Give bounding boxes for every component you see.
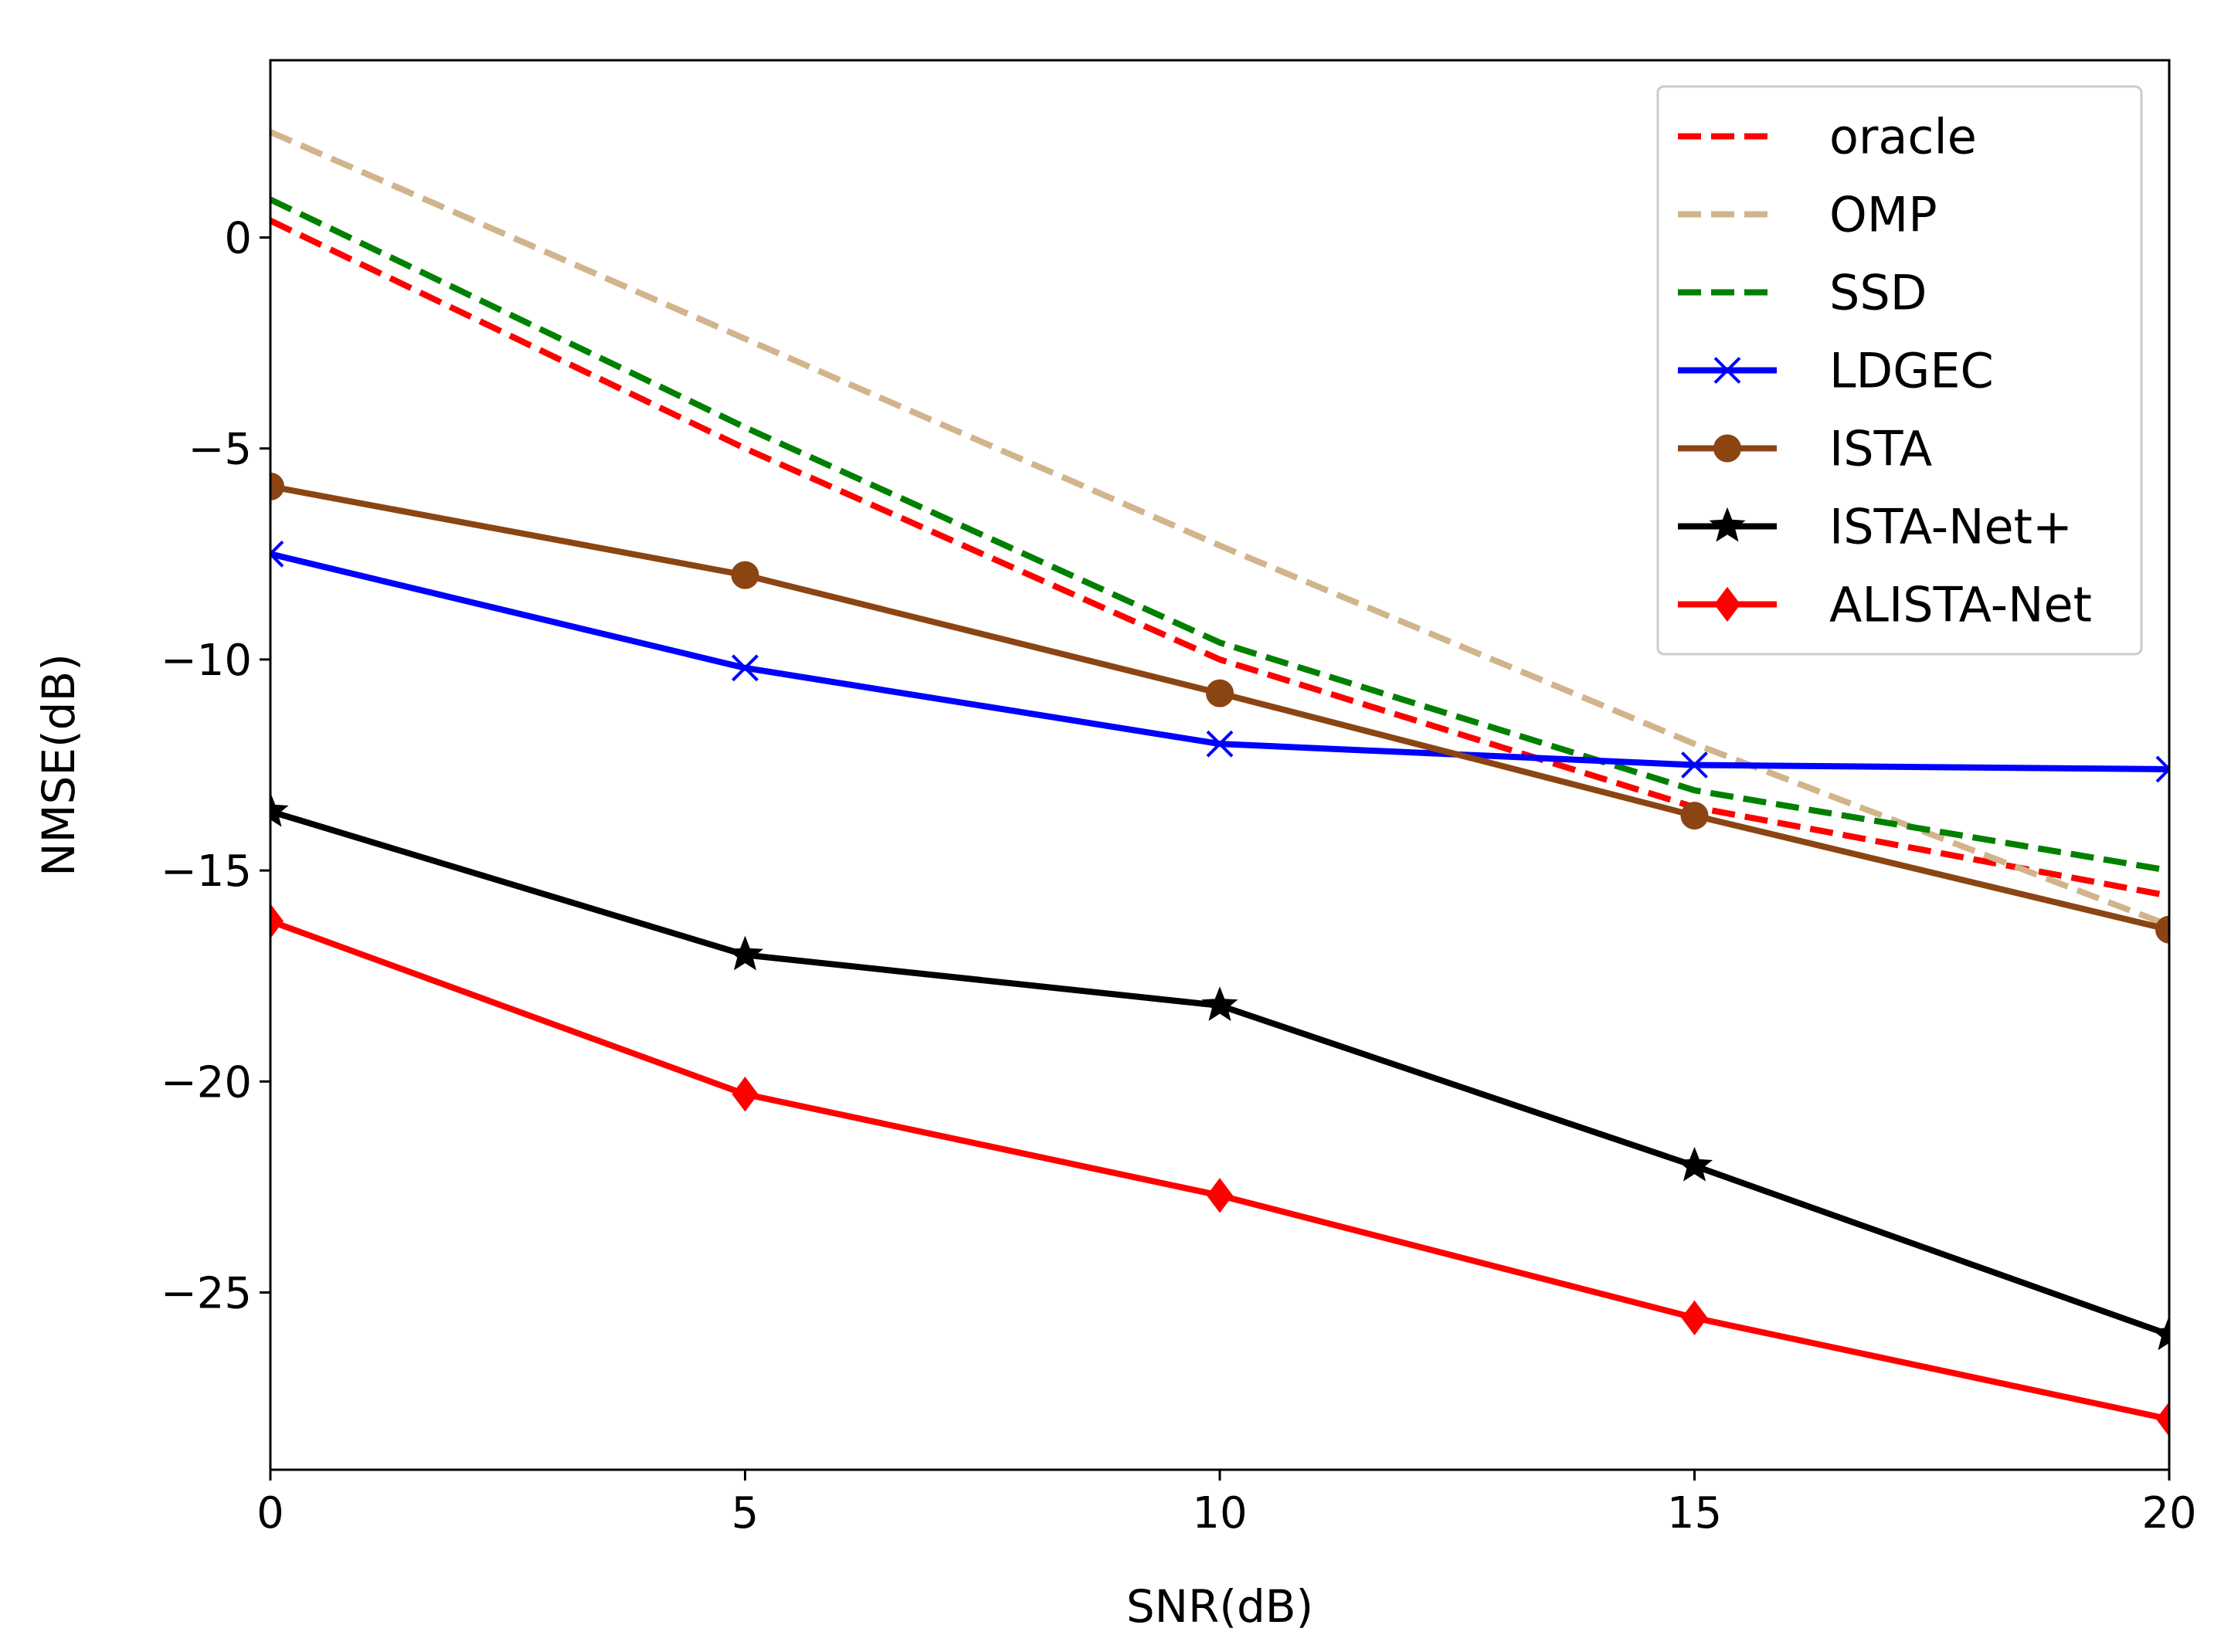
data-point-ista-net bbox=[1201, 986, 1238, 1021]
y-tick-label: −25 bbox=[161, 1269, 252, 1319]
data-point-ista-net bbox=[2151, 1315, 2169, 1351]
legend-label-ssd: SSD bbox=[1829, 265, 1927, 321]
y-tick-label: 0 bbox=[224, 213, 252, 263]
x-tick-label: 15 bbox=[1667, 1488, 1722, 1538]
legend-marker-ldgec bbox=[1713, 357, 1741, 384]
data-point-ista-net bbox=[270, 792, 289, 827]
data-point-ista bbox=[1680, 802, 1709, 830]
data-point-ldgec bbox=[732, 654, 759, 682]
data-point-ista bbox=[2155, 915, 2169, 944]
legend-label-alista-net: ALISTA-Net bbox=[1829, 577, 2092, 633]
data-point-alista-net bbox=[2156, 1401, 2169, 1437]
y-tick-label: −20 bbox=[161, 1057, 252, 1108]
legend-label-ista: ISTA bbox=[1829, 421, 1932, 477]
data-point-alista-net bbox=[1681, 1300, 1708, 1335]
data-point-ista bbox=[1206, 679, 1234, 707]
plot-area bbox=[270, 129, 2169, 1437]
data-point-ldgec bbox=[1206, 730, 1234, 758]
x-axis-label: SNR(dB) bbox=[1126, 1580, 1313, 1633]
data-point-ldgec bbox=[1681, 751, 1708, 779]
legend-marker-ista bbox=[1713, 434, 1741, 463]
series-group bbox=[270, 129, 2169, 1437]
x-tick-label: 20 bbox=[2141, 1488, 2196, 1538]
legend-box bbox=[1656, 85, 2143, 656]
data-point-ista-net bbox=[726, 935, 764, 971]
data-point-alista-net bbox=[732, 1077, 759, 1112]
y-tick-label: −15 bbox=[161, 846, 252, 897]
data-point-alista-net bbox=[270, 904, 284, 939]
data-point-ista-net bbox=[1676, 1146, 1713, 1182]
series-line-omp bbox=[270, 129, 2169, 928]
data-point-ldgec bbox=[2155, 755, 2169, 783]
y-axis-label: NMSE(dB) bbox=[32, 653, 85, 877]
data-point-alista-net bbox=[1207, 1178, 1233, 1213]
legend: oracle OMP SSD LDGEC ISTA ISTA-Net+ ALISTA-Net bbox=[1656, 85, 2143, 656]
data-point-ista bbox=[270, 472, 284, 500]
data-point-ista bbox=[731, 561, 759, 589]
legend-marker-alista-net bbox=[1714, 586, 1740, 622]
data-point-ldgec bbox=[270, 540, 284, 568]
x-tick-label: 0 bbox=[256, 1488, 284, 1538]
legend-label-omp: OMP bbox=[1829, 187, 1937, 243]
series-line-ssd bbox=[270, 196, 2169, 874]
series-line-oracle bbox=[270, 218, 2169, 899]
legend-label-ista-net: ISTA-Net+ bbox=[1829, 499, 2073, 555]
x-tick-label: 5 bbox=[732, 1488, 759, 1538]
x-tick-label: 10 bbox=[1192, 1488, 1247, 1538]
legend-marker-ista-net bbox=[1709, 507, 1746, 542]
y-tick-label: −10 bbox=[161, 636, 252, 686]
legend-label-oracle: oracle bbox=[1829, 109, 1977, 165]
y-tick-label: −5 bbox=[188, 425, 252, 475]
axes: 0 5 10 15 20 0 −5 −10 −15 −20 −25 bbox=[161, 213, 2197, 1538]
legend-label-ldgec: LDGEC bbox=[1829, 343, 1994, 399]
